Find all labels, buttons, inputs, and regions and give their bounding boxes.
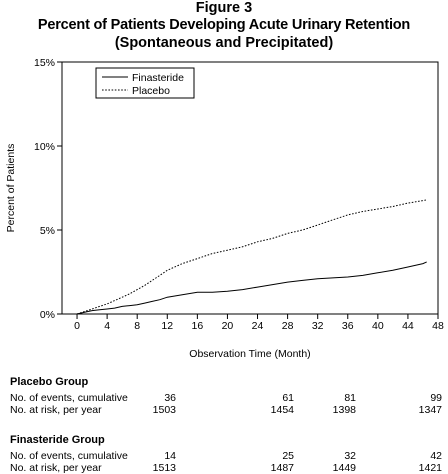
table-cell: 25 xyxy=(282,450,294,462)
table-row-label: No. of events, cumulative xyxy=(10,392,128,404)
table-cell: 81 xyxy=(344,392,356,404)
group-heading: Finasteride Group xyxy=(10,434,105,446)
y-tick-label: 10% xyxy=(34,141,55,153)
group-heading: Placebo Group xyxy=(10,376,89,388)
table-row-label: No. at risk, per year xyxy=(10,404,102,416)
x-tick-label: 32 xyxy=(312,320,324,332)
x-tick-label: 36 xyxy=(342,320,354,332)
table-row-label: No. at risk, per year xyxy=(10,462,102,474)
table-cell: 61 xyxy=(282,392,294,404)
table-cell: 32 xyxy=(344,450,356,462)
x-tick-label: 28 xyxy=(282,320,294,332)
table-cell: 1398 xyxy=(332,404,356,416)
y-axis-label: Percent of Patients xyxy=(5,144,17,233)
table-cell: 1513 xyxy=(152,462,176,474)
x-tick-label: 20 xyxy=(222,320,234,332)
table-cell: 42 xyxy=(430,450,442,462)
table-cell: 1454 xyxy=(270,404,294,416)
table-cell: 1449 xyxy=(332,462,356,474)
table-cell: 1347 xyxy=(418,404,442,416)
y-tick-label: 15% xyxy=(34,57,55,69)
x-tick-label: 8 xyxy=(134,320,140,332)
table-cell: 36 xyxy=(164,392,176,404)
x-axis-label: Observation Time (Month) xyxy=(189,348,310,360)
y-tick-label: 0% xyxy=(40,309,55,321)
figure-label: Figure 3 xyxy=(195,0,253,16)
series-line-placebo xyxy=(76,199,427,315)
x-tick-label: 44 xyxy=(402,320,414,332)
x-tick-label: 24 xyxy=(252,320,264,332)
x-tick-label: 16 xyxy=(192,320,204,332)
legend-box xyxy=(95,67,195,99)
plot-frame xyxy=(61,61,439,315)
table-cell: 1503 xyxy=(152,404,176,416)
x-tick-label: 4 xyxy=(104,320,110,332)
figure-title: Percent of Patients Developing Acute Uri… xyxy=(37,17,411,33)
table-cell: 99 xyxy=(430,392,442,404)
x-tick-label: 48 xyxy=(432,320,444,332)
table-cell: 1421 xyxy=(418,462,442,474)
legend-label-placebo: Placebo xyxy=(132,85,170,97)
table-cell: 14 xyxy=(164,450,176,462)
x-tick-label: 40 xyxy=(372,320,384,332)
series-line-finasteride xyxy=(76,261,427,315)
table-row-label: No. of events, cumulative xyxy=(10,450,128,462)
y-tick-label: 5% xyxy=(40,225,55,237)
legend-label-finasteride: Finasteride xyxy=(132,72,184,84)
x-tick-label: 12 xyxy=(161,320,173,332)
table-cell: 1487 xyxy=(270,462,294,474)
figure-subtitle: (Spontaneous and Precipitated) xyxy=(114,35,334,51)
x-tick-label: 0 xyxy=(74,320,80,332)
